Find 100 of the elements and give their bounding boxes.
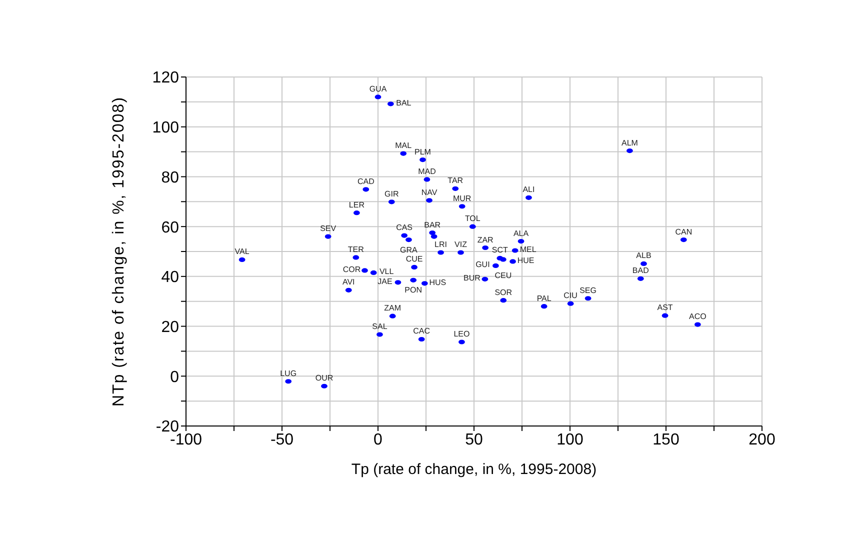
point [401, 233, 408, 238]
annotation: MAD [418, 166, 436, 176]
point [540, 304, 548, 309]
annotation: CAS [396, 223, 413, 232]
point [426, 198, 432, 203]
annotation: LRI [434, 240, 448, 249]
point [584, 296, 592, 301]
point [452, 186, 459, 191]
point [345, 288, 352, 292]
point [418, 336, 425, 342]
annotation: JAE [378, 276, 392, 286]
annotation: SEV [320, 224, 337, 234]
annotation: GUA [369, 84, 388, 94]
x-tick-label: 100 [556, 431, 584, 448]
annotation: BAD [632, 266, 650, 276]
annotation: PLM [414, 147, 432, 156]
annotation: SAL [372, 322, 388, 332]
annotation: OUR [315, 374, 334, 383]
annotation: ALI [522, 185, 535, 194]
x-axis-title: Tp (rate of change, in %, 1995-2008) [351, 461, 597, 478]
point [362, 187, 370, 192]
y-tick-label: 100 [152, 120, 180, 137]
point [482, 276, 488, 282]
point [510, 259, 516, 264]
annotation: VAL [234, 247, 250, 256]
point [438, 250, 444, 255]
y-tick-label: 0 [170, 368, 180, 386]
point [387, 102, 394, 106]
point [238, 257, 246, 262]
annotation: BAL [396, 98, 412, 108]
annotation: GUI [476, 260, 490, 270]
annotation: CEU [494, 270, 512, 280]
point [458, 250, 464, 255]
point [388, 200, 395, 204]
point [458, 204, 466, 209]
point [469, 224, 476, 229]
point [411, 264, 418, 270]
y-tick-label: 60 [161, 219, 180, 236]
annotation: ALM [621, 138, 638, 148]
point [512, 248, 518, 253]
annotation: CIU [564, 291, 578, 300]
annotation: MAL [395, 141, 412, 150]
point [352, 255, 360, 260]
annotation: BAR [424, 220, 441, 230]
point [500, 257, 506, 262]
annotation: AVI [342, 278, 355, 287]
point [694, 322, 701, 327]
point [285, 379, 292, 384]
point [662, 313, 668, 318]
x-tick-label: -50 [270, 431, 294, 448]
annotation: ALA [513, 228, 530, 238]
annotation: HUS [429, 278, 446, 287]
annotation: LER [348, 200, 365, 210]
point [410, 278, 417, 282]
annotation: CAC [413, 326, 430, 336]
x-tick-label: 200 [748, 431, 776, 448]
annotation: SCT [492, 246, 508, 255]
annotation: MUR [452, 194, 472, 203]
annotation: TAR [448, 176, 464, 186]
annotation: VIZ [454, 240, 468, 249]
point [637, 276, 644, 281]
point [321, 384, 328, 388]
annotation: PON [404, 286, 422, 295]
annotation: ALB [636, 251, 652, 260]
point [362, 268, 368, 273]
annotation: TOL [464, 214, 481, 224]
point [492, 263, 499, 268]
y-axis-title: NTp (rate of change, in %, 1995-2008) [110, 96, 128, 407]
annotation: BUR [464, 274, 481, 283]
point [420, 157, 426, 162]
y-tick-label: 20 [161, 318, 180, 336]
point [353, 210, 360, 216]
point [370, 270, 377, 275]
point [394, 280, 402, 285]
point [376, 332, 383, 337]
point [424, 177, 430, 182]
y-tick-label: 120 [152, 70, 180, 87]
point [429, 230, 436, 236]
annotation: GIR [384, 189, 399, 198]
annotation: SEG [580, 286, 596, 295]
x-tick-label: 0 [374, 431, 383, 448]
annotation: LEO [454, 329, 470, 338]
annotation: CAD [357, 176, 375, 186]
point [518, 238, 524, 244]
y-tick-label: 80 [161, 169, 180, 186]
point [389, 314, 396, 318]
annotation: AST [657, 303, 673, 312]
annotation: NAV [421, 188, 438, 197]
x-tick-label: 50 [465, 431, 483, 448]
annotation: GRA [400, 245, 418, 254]
annotation: SOR [494, 288, 512, 297]
point [430, 234, 438, 239]
point [526, 195, 532, 200]
point [458, 340, 465, 344]
x-tick-label: 150 [652, 431, 680, 448]
annotation: ACO [689, 312, 706, 322]
point [626, 148, 633, 154]
x-tick-label: -100 [170, 431, 202, 448]
annotation: LUG [280, 368, 297, 378]
annotation: ZAR [477, 235, 494, 244]
